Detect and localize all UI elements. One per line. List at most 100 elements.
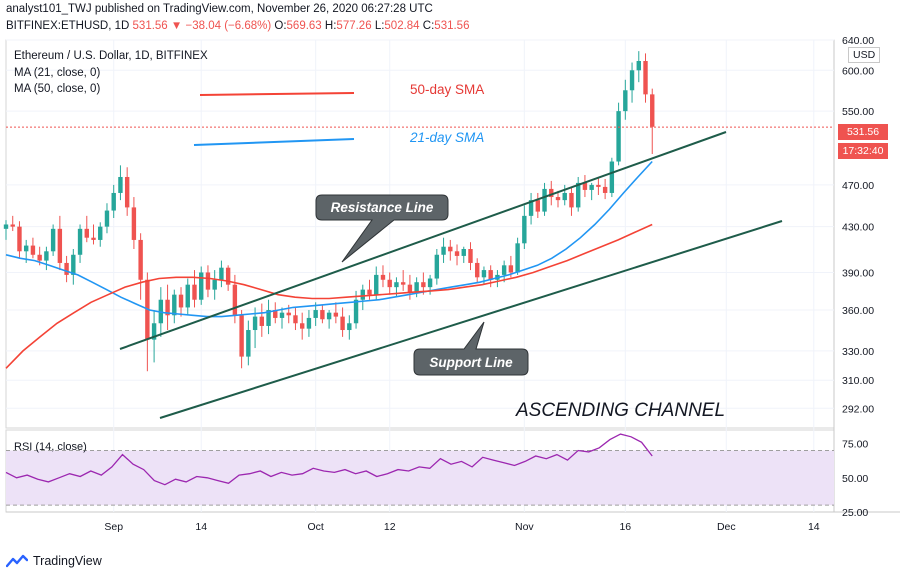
channel-label: ASCENDING CHANNEL	[515, 400, 725, 421]
candle-body	[313, 310, 318, 318]
candle-body	[542, 188, 547, 212]
candle-body	[98, 226, 103, 240]
candle-body	[569, 192, 574, 208]
candle-body	[347, 323, 352, 331]
ascending-channel[interactable]	[119, 131, 783, 419]
candle-body	[650, 94, 655, 127]
ma50-line	[5, 223, 653, 369]
candle-body	[172, 294, 177, 316]
candle-body	[124, 176, 130, 208]
candle-body	[380, 274, 386, 280]
candle-body	[508, 265, 514, 273]
candle-body	[427, 278, 433, 288]
candle-body	[225, 267, 231, 285]
support-callout	[413, 321, 529, 376]
low-value: 502.84	[384, 20, 420, 32]
time-tick-label: Dec	[717, 521, 736, 533]
low-label: L:	[374, 20, 385, 32]
time-tick-label: Oct	[307, 521, 323, 533]
rsi-tick-label: 50.00	[842, 473, 868, 485]
resistance-label: Resistance Line	[331, 200, 434, 215]
candle-body	[185, 284, 190, 308]
candle-body	[387, 279, 392, 288]
candle-body	[192, 284, 197, 300]
candle-body	[555, 197, 561, 201]
candle-body	[501, 265, 507, 275]
candle-body	[10, 224, 15, 227]
candle-body	[636, 60, 641, 71]
price-tick-label: 330.00	[842, 346, 874, 358]
candle-body	[232, 284, 238, 316]
support-label: Support Line	[429, 355, 513, 370]
candle-body	[165, 299, 170, 316]
candle-body	[454, 251, 460, 256]
candle-body	[575, 182, 581, 208]
candle-body	[50, 228, 56, 252]
candle-body	[219, 267, 224, 280]
candle-body	[299, 323, 305, 329]
price-tick-label: 292.00	[842, 403, 874, 415]
candle-body	[333, 312, 339, 317]
candle-body	[30, 245, 36, 255]
candle-body	[623, 90, 628, 112]
price-tick-label: 470.00	[842, 180, 874, 192]
candle-body	[549, 188, 554, 198]
candle-body	[589, 184, 594, 190]
candle-body	[279, 312, 285, 318]
candle-body	[91, 237, 96, 240]
rsi-legend[interactable]: RSI (14, close)	[14, 441, 87, 453]
candle-body	[367, 289, 372, 295]
price-tick-label: 640.00	[842, 35, 874, 47]
candle-body	[535, 200, 541, 212]
candle-body	[239, 315, 244, 357]
support-trendline[interactable]	[159, 220, 783, 419]
close-label: C:	[422, 20, 435, 32]
candle-body	[326, 312, 332, 320]
candle-body	[602, 186, 608, 193]
candle-body	[266, 310, 271, 326]
candle-body	[131, 207, 137, 240]
candle-body	[138, 239, 143, 280]
high-label: H:	[324, 20, 337, 32]
candle-body	[407, 284, 413, 293]
ma21-legend[interactable]: MA (21, close, 0)	[14, 67, 101, 79]
rsi-tick-label: 25.00	[842, 507, 868, 519]
candle-body	[596, 184, 601, 187]
currency-label[interactable]: USD	[848, 47, 881, 63]
price-tick-label: 310.00	[842, 375, 874, 387]
candle-body	[57, 228, 63, 263]
candle-body	[562, 192, 567, 201]
candle-body	[273, 310, 278, 318]
axes: 640.00 600.00 550.00 470.00 430.00 390.00 360.…	[104, 35, 874, 533]
tradingview-logo[interactable]: TradingView	[6, 551, 102, 571]
candle-body	[205, 272, 211, 290]
candle-body	[353, 299, 359, 324]
down-arrow-icon: ▼	[170, 20, 183, 32]
candle-body	[111, 192, 116, 211]
candle-body	[104, 210, 110, 227]
price-tick-label: 430.00	[842, 222, 874, 234]
symbol-label: BITFINEX:ETHUSD, 1D	[6, 20, 130, 32]
candle-body	[77, 228, 83, 255]
candle-body	[44, 251, 49, 261]
candle-body	[528, 200, 534, 216]
candle-body	[286, 312, 291, 316]
publish-info: analyst101_TWJ published on TradingView.…	[6, 3, 433, 15]
candle-body	[199, 272, 204, 300]
time-tick-label: 14	[808, 521, 820, 533]
grid	[6, 39, 834, 512]
time-tick-label: Nov	[515, 521, 534, 533]
candle-body	[609, 161, 615, 193]
candle-body	[522, 215, 527, 244]
bar-countdown: 17:32:40	[838, 143, 888, 159]
resistance-trendline[interactable]	[119, 131, 727, 350]
candle-body	[394, 282, 399, 288]
candle-body	[488, 270, 493, 280]
candle-body	[118, 176, 123, 193]
ma50-legend[interactable]: MA (50, close, 0)	[14, 83, 101, 95]
price-tick-label: 550.00	[842, 106, 874, 118]
candle-body	[421, 282, 426, 288]
ohlc-header: BITFINEX:ETHUSD, 1D 531.56 ▼ −38.04 (−6.…	[6, 20, 469, 32]
candle-body	[481, 270, 487, 278]
